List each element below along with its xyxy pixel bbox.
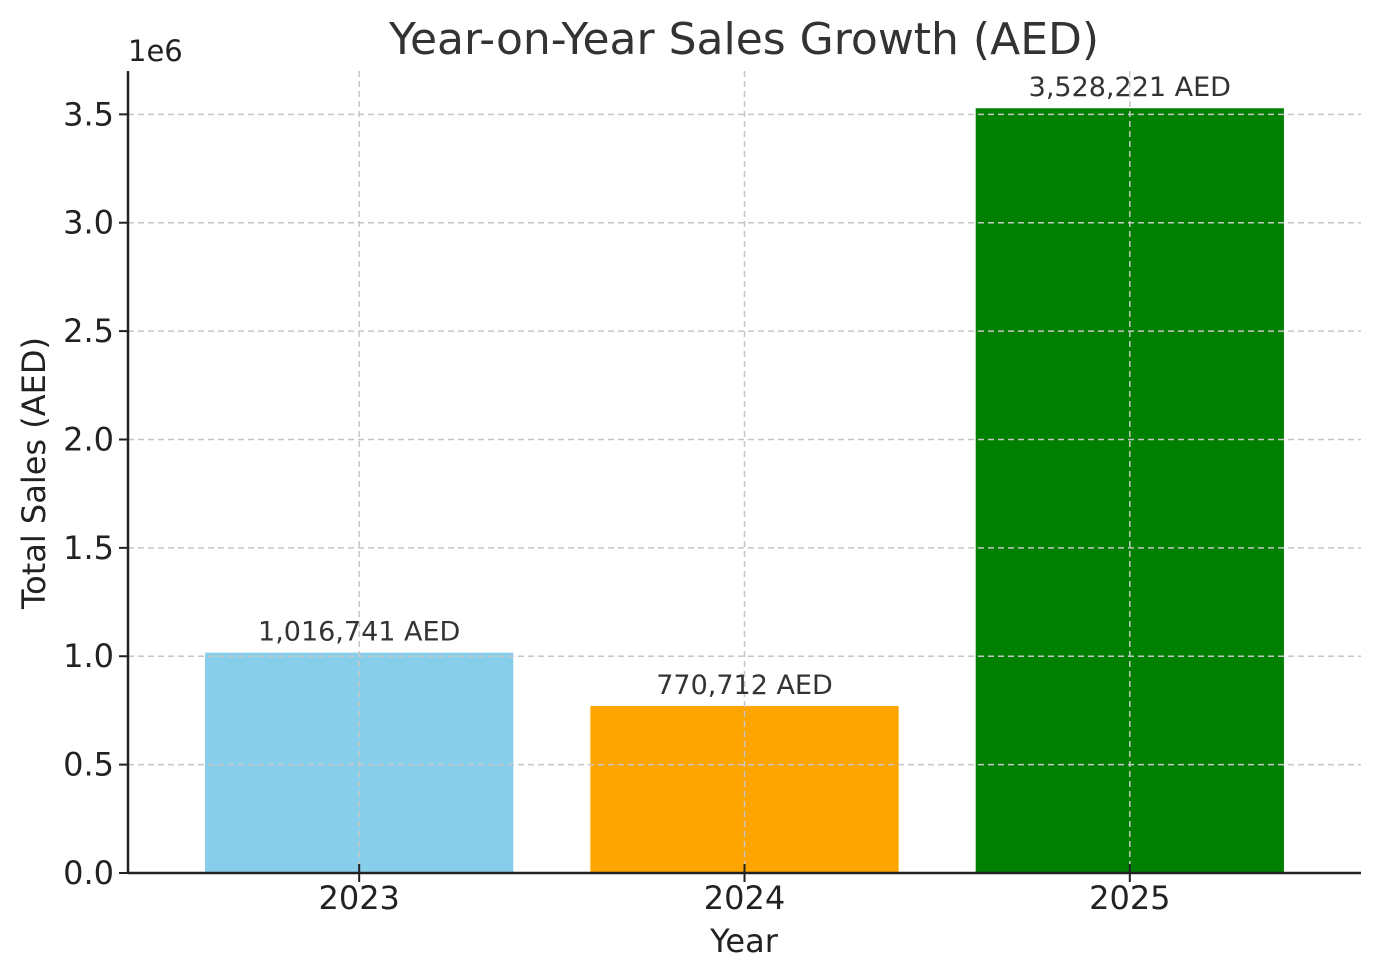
y-tick-label: 1.5 [63, 529, 114, 567]
y-axis-offset-label: 1e6 [128, 34, 183, 68]
data-label-2024: 770,712 AED [656, 670, 833, 701]
y-tick-label: 0.0 [63, 854, 114, 892]
y-tick-label: 0.5 [63, 746, 114, 784]
ticks: 0.0 0.5 1.0 1.5 2.0 2.5 3.0 3.5 2023 2024 2025 [63, 95, 1170, 917]
chart-title: Year-on-Year Sales Growth (AED) [388, 14, 1099, 65]
y-axis-title: Total Sales (AED) [15, 337, 53, 610]
y-tick-label: 1.0 [63, 637, 114, 675]
x-tick-label: 2025 [1089, 879, 1170, 917]
y-tick-label: 2.0 [63, 420, 114, 458]
y-tick-label: 2.5 [63, 312, 114, 350]
data-label-2025: 3,528,221 AED [1029, 72, 1231, 103]
y-tick-label: 3.5 [63, 95, 114, 133]
data-labels: 1,016,741 AED 770,712 AED 3,528,221 AED [258, 72, 1231, 701]
x-tick-label: 2024 [704, 879, 785, 917]
x-axis-title: Year [709, 922, 779, 960]
data-label-2023: 1,016,741 AED [258, 617, 460, 648]
x-tick-label: 2023 [318, 879, 399, 917]
y-tick-label: 3.0 [63, 204, 114, 242]
grid [128, 71, 1361, 873]
